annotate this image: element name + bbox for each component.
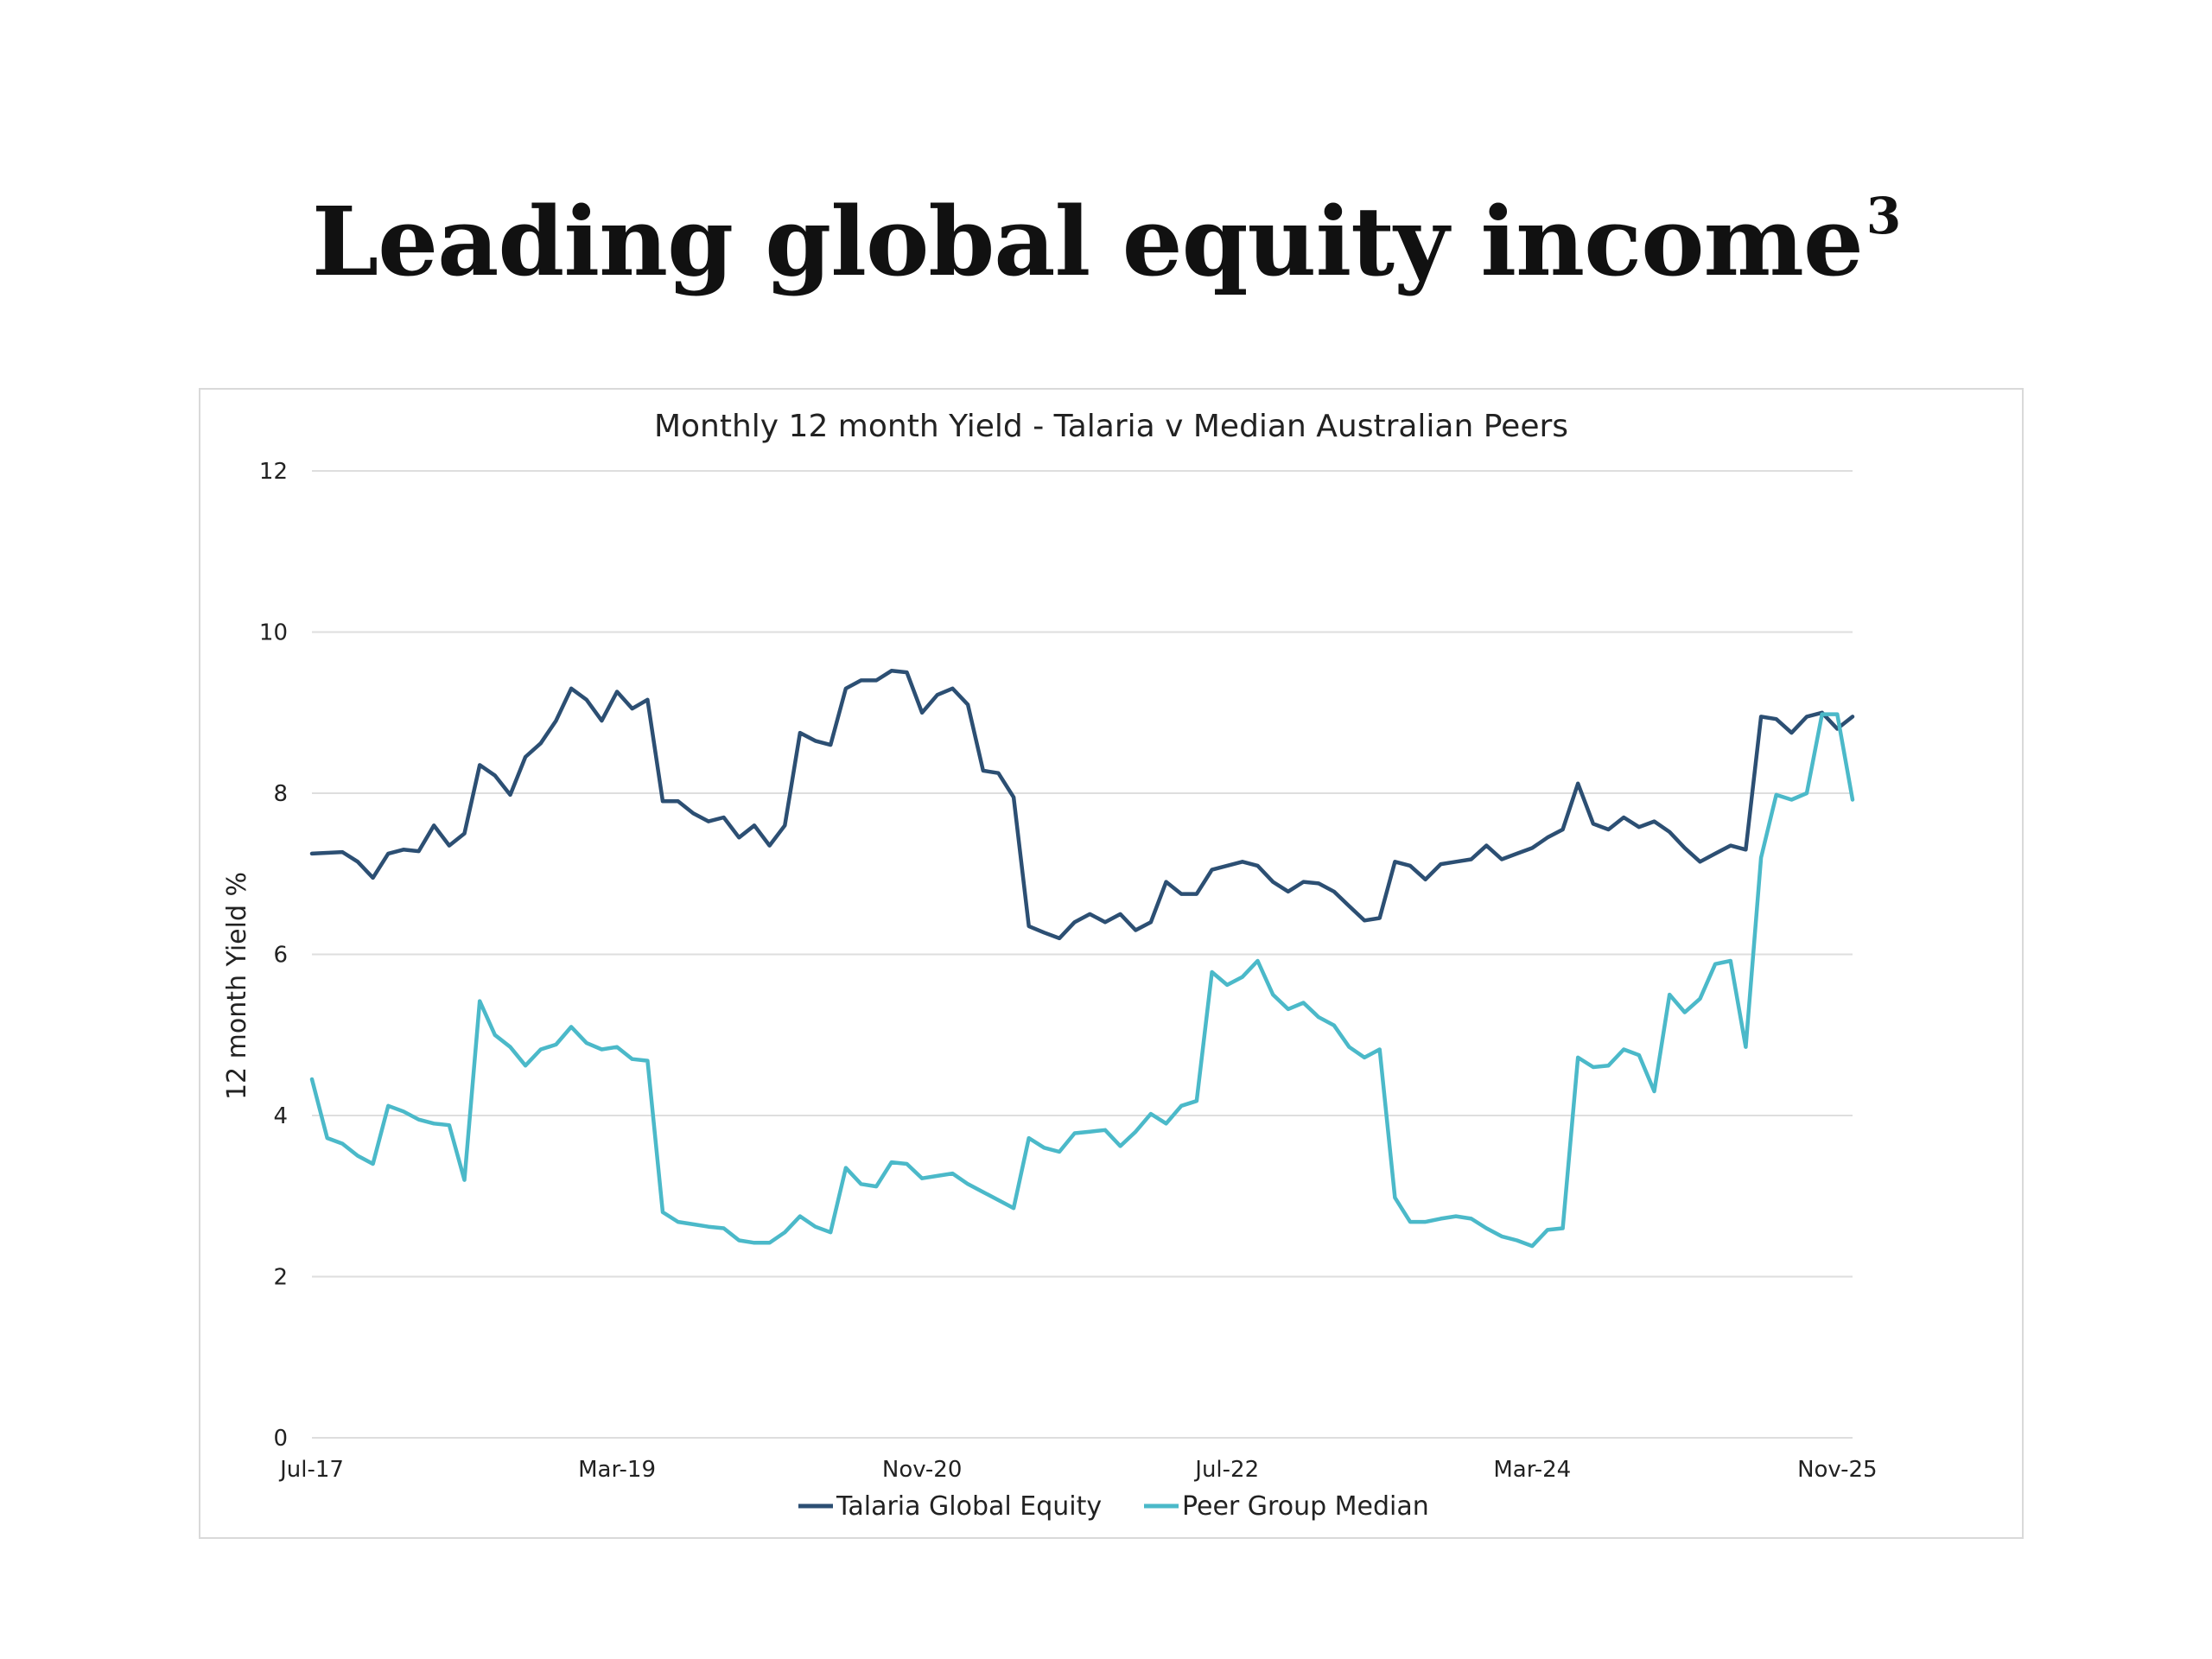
x-tick-label: Mar-24 <box>1493 1457 1571 1483</box>
x-tick-label: Jul-22 <box>1193 1457 1259 1483</box>
y-tick-label: 0 <box>273 1426 288 1452</box>
chart-panel: Monthly 12 month Yield - Talaria v Media… <box>199 388 2024 1539</box>
y-tick-label: 10 <box>259 620 288 646</box>
yield-line-chart: Monthly 12 month Yield - Talaria v Media… <box>222 409 1878 1522</box>
chart-legend: Talaria Global Equity Peer Group Median <box>798 1491 1429 1522</box>
headline-footnote-marker: 3 <box>1866 187 1901 245</box>
y-tick-label: 2 <box>273 1265 288 1291</box>
x-tick-label: Nov-25 <box>1797 1457 1878 1483</box>
page-headline: Leading global equity income3 <box>0 186 2212 297</box>
chart-title: Monthly 12 month Yield - Talaria v Media… <box>654 409 1568 444</box>
legend-label: Peer Group Median <box>1182 1491 1429 1522</box>
y-tick-label: 12 <box>259 459 288 485</box>
x-tick-labels: Jul-17 Mar-19 Nov-20 Jul-22 Mar-24 Nov-25 <box>278 1457 1878 1483</box>
series-lines <box>309 669 1855 1249</box>
y-tick-label: 4 <box>273 1103 288 1129</box>
series-line-peer-group-median <box>309 712 1855 1249</box>
legend-label: Talaria Global Equity <box>836 1491 1102 1522</box>
gridlines <box>312 470 1853 1439</box>
y-tick-label: 8 <box>273 781 288 807</box>
y-axis-label: 12 month Yield % <box>222 872 252 1100</box>
x-tick-label: Jul-17 <box>278 1457 344 1483</box>
series-line-talaria-global-equity <box>309 669 1855 941</box>
y-tick-label: 6 <box>273 943 288 969</box>
x-tick-label: Mar-19 <box>578 1457 656 1483</box>
x-tick-label: Nov-20 <box>882 1457 963 1483</box>
y-tick-labels: 0 2 4 6 8 10 12 <box>259 459 288 1452</box>
headline-text: Leading global equity income <box>311 186 1864 297</box>
